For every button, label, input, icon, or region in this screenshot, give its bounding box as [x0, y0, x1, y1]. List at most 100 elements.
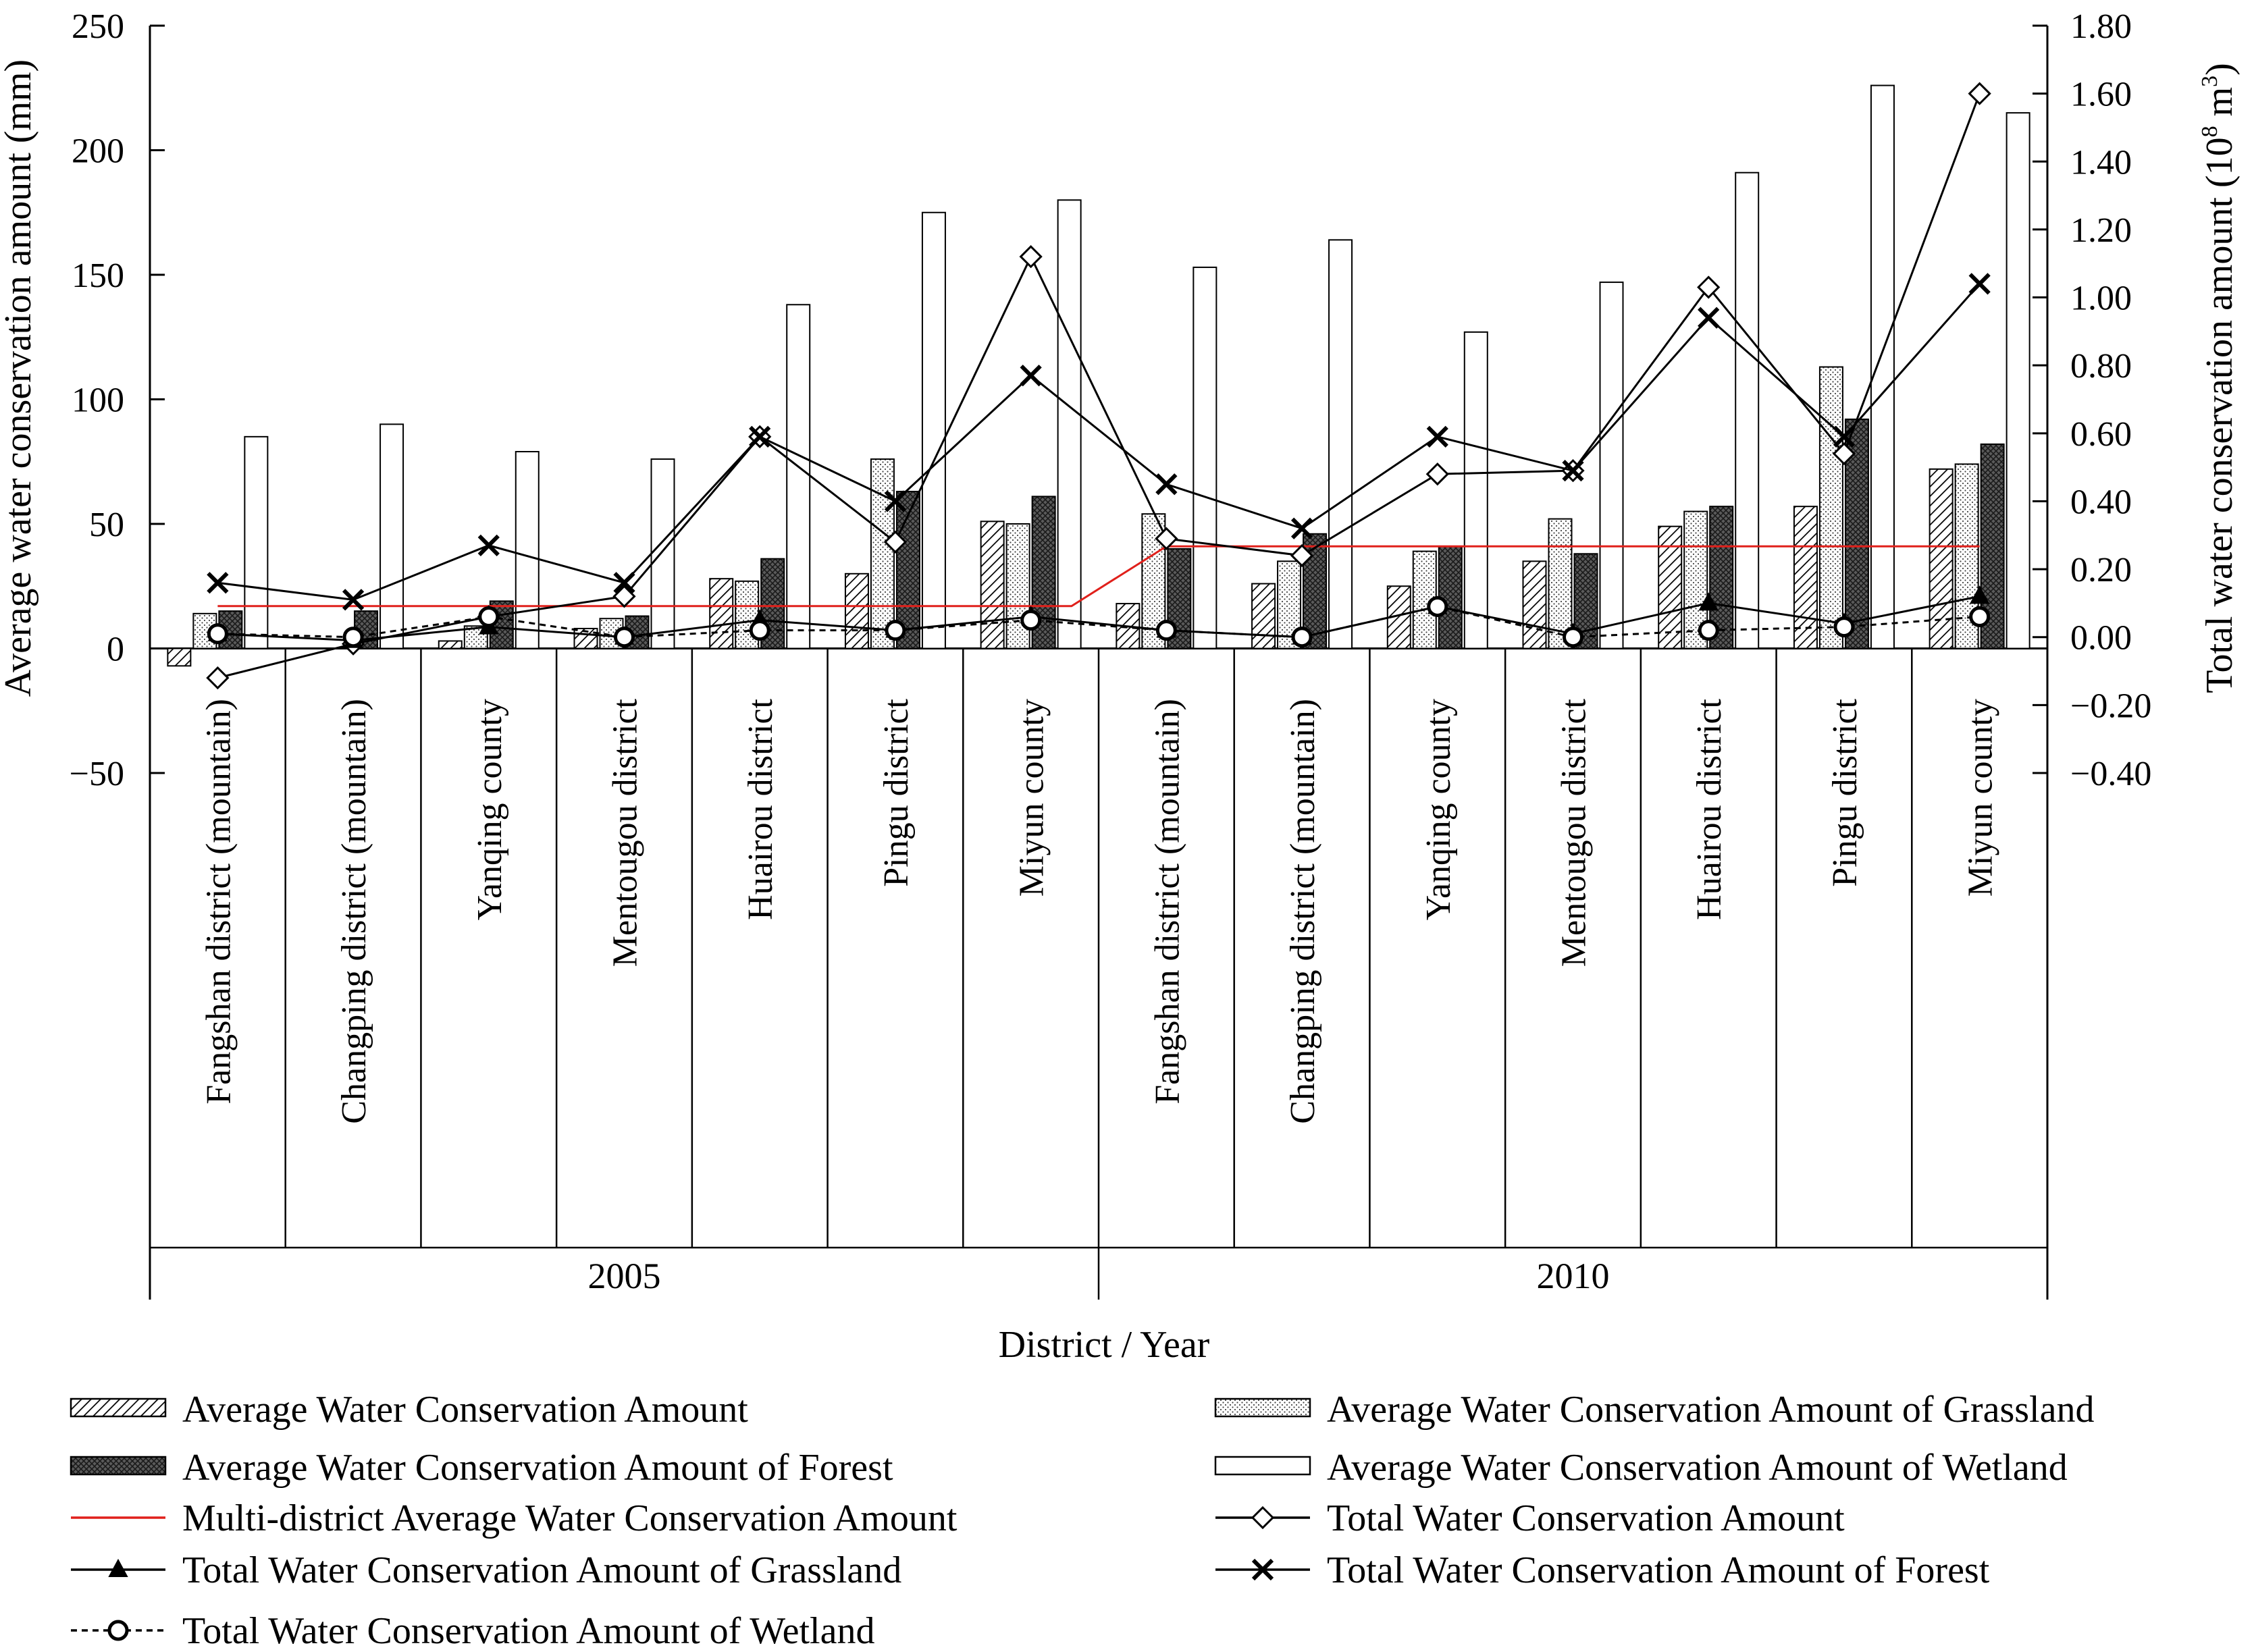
- bar: [870, 458, 895, 649]
- series-marker: [1426, 425, 1448, 448]
- legend-label: Average Water Conservation Amount of Wet…: [1327, 1447, 2068, 1489]
- series-marker: [1969, 606, 1991, 628]
- series-marker: [612, 585, 636, 608]
- legend-label: Total Water Conservation Amount of Grass…: [182, 1549, 901, 1591]
- bar: [1793, 506, 1818, 649]
- bar: [709, 578, 734, 649]
- series-marker: [1290, 543, 1314, 568]
- bar: [2006, 112, 2030, 649]
- left-tick-label: 100: [72, 381, 124, 420]
- series-marker: [613, 572, 635, 594]
- right-tick-label: 1.80: [2070, 7, 2132, 46]
- bar: [980, 521, 1005, 649]
- right-axis-title-main: Total water conservation amount (10: [2199, 137, 2240, 693]
- right-tick-label: 1.20: [2070, 211, 2132, 250]
- series-line: [217, 595, 1980, 642]
- series-marker: [1968, 82, 1991, 105]
- series-marker: [1833, 425, 1856, 448]
- left-tick-label: 0: [107, 631, 124, 669]
- series-marker: [1968, 273, 1991, 295]
- series-marker: [1698, 592, 1719, 611]
- right-tick-label: 1.00: [2070, 279, 2132, 318]
- series-marker: [1697, 275, 1721, 299]
- bar: [1548, 518, 1573, 649]
- left-axis-title: Average water conservation amount (mm): [0, 59, 39, 697]
- series-marker: [1020, 365, 1042, 387]
- series-marker: [478, 606, 500, 628]
- district-label: Pingu district: [877, 698, 916, 886]
- series-marker: [207, 572, 229, 594]
- legend-swatch: [1214, 1456, 1311, 1476]
- right-axis-title-sup: 8: [2197, 126, 2222, 137]
- right-axis-title: Total water conservation amount (108 m3): [2197, 63, 2240, 693]
- series-marker: [1020, 610, 1042, 631]
- series-marker: [1291, 627, 1313, 648]
- plot-area: 250 200 150 100 50 0 −50 1.80 1.60 1.40 1.20 1.00 0.…: [70, 7, 2151, 1300]
- legend-label: Average Water Conservation Amount of For…: [182, 1447, 893, 1489]
- bar: [1870, 84, 1895, 649]
- series-marker: [749, 425, 771, 448]
- series-marker: [1832, 442, 1856, 466]
- bar: [650, 458, 675, 649]
- left-tick-label: 200: [72, 132, 124, 171]
- right-tick-label: 0.40: [2070, 483, 2132, 521]
- legend-label: Total Water Conservation Amount of Fores…: [1327, 1549, 1990, 1591]
- series-marker: [1155, 527, 1178, 550]
- series-marker: [477, 534, 500, 556]
- x-axis-title: District / Year: [999, 1324, 1210, 1366]
- left-tick-label: 50: [89, 506, 124, 544]
- bar: [1328, 239, 1353, 649]
- legend-label: Total Water Conservation Amount: [1327, 1497, 1845, 1539]
- legend-marker: [1251, 1506, 1275, 1530]
- right-tick-label: −0.20: [2070, 687, 2151, 725]
- legend-label: Multi-district Average Water Conservatio…: [182, 1497, 958, 1539]
- series-line: [217, 283, 1981, 601]
- legend-marker: [107, 1620, 129, 1641]
- bar: [379, 423, 404, 649]
- bar: [921, 211, 946, 649]
- bar: [1522, 560, 1547, 649]
- series-line: [217, 605, 1980, 639]
- bar: [244, 435, 269, 649]
- right-axis-title-end: ): [2199, 63, 2240, 76]
- bar: [1599, 282, 1624, 649]
- series-marker: [1698, 620, 1719, 641]
- bar: [1658, 525, 1683, 649]
- series-line: [217, 545, 1980, 608]
- series-marker: [1427, 595, 1448, 617]
- right-tick-label: 0.60: [2070, 415, 2132, 454]
- legend-label: Average Water Conservation Amount: [182, 1389, 748, 1431]
- series-marker: [1563, 627, 1583, 648]
- district-label: Pingu district: [1826, 698, 1864, 886]
- legend: Average Water Conservation Amount Average…: [70, 1389, 2094, 1652]
- district-label: Yanqing county: [1419, 699, 1458, 920]
- right-axis-title-sup2: 3: [2197, 76, 2222, 87]
- bar: [1463, 331, 1488, 649]
- district-label: Fangshan district (mountain): [1148, 699, 1186, 1104]
- bar: [1735, 171, 1760, 649]
- bar: [438, 640, 463, 649]
- district-label: Miyun county: [1962, 699, 2000, 897]
- bar: [167, 647, 192, 667]
- year-label: 2005: [588, 1256, 661, 1296]
- series-marker: [1155, 620, 1177, 641]
- series-marker: [1698, 307, 1720, 329]
- series-marker: [1833, 616, 1855, 638]
- right-tick-label: 1.40: [2070, 143, 2132, 182]
- series-marker: [206, 666, 230, 690]
- district-label: Changping district (mountain): [335, 699, 373, 1124]
- left-tick-label: −50: [70, 755, 124, 793]
- series-marker: [1019, 245, 1043, 269]
- district-label: Mentougou district: [606, 698, 645, 967]
- series-marker: [1155, 473, 1178, 496]
- legend-marker: [1251, 1558, 1274, 1581]
- left-tick-label: 250: [72, 7, 124, 46]
- bar: [1005, 523, 1030, 649]
- series-marker: [614, 627, 635, 648]
- bar: [1818, 366, 1843, 649]
- district-label: Mentougou district: [1555, 698, 1594, 967]
- bar: [515, 450, 540, 649]
- left-tick-label: 150: [72, 257, 124, 295]
- district-label: Huairou district: [1690, 698, 1729, 920]
